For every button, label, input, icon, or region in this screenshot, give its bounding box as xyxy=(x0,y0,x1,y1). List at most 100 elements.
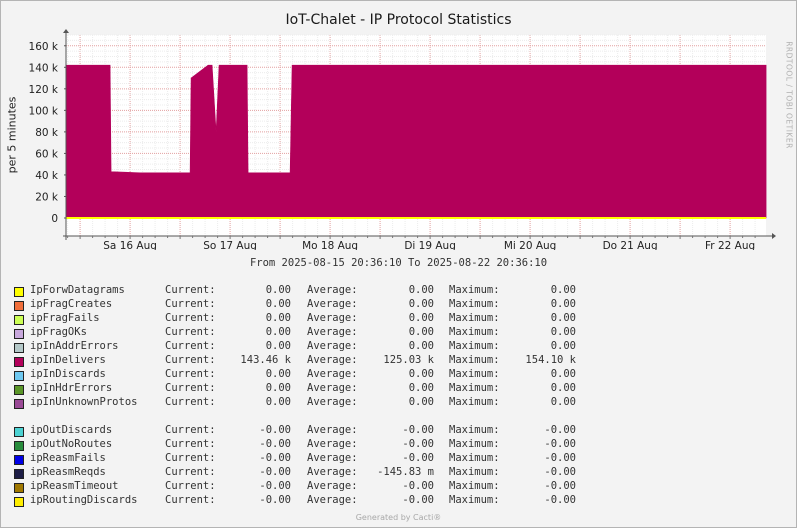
legend-maximum-value: 154.10 k xyxy=(525,354,576,366)
legend-swatch xyxy=(14,441,24,451)
legend-maximum-value: -0.00 xyxy=(544,424,576,436)
legend-maximum-value: -0.00 xyxy=(544,452,576,464)
legend-swatch xyxy=(14,427,24,437)
legend-swatch xyxy=(14,469,24,479)
legend-current-value: -0.00 xyxy=(259,494,291,506)
legend-current-label: Current: xyxy=(165,466,216,478)
legend-average-label: Average: xyxy=(307,438,358,450)
legend-current-label: Current: xyxy=(165,382,216,394)
legend-current-value: -0.00 xyxy=(259,438,291,450)
legend-maximum-label: Maximum: xyxy=(449,480,500,492)
y-tick-label: 20 k xyxy=(35,191,59,203)
legend-average-label: Average: xyxy=(307,340,358,352)
legend-current-value: 0.00 xyxy=(265,312,291,324)
legend-maximum-label: Maximum: xyxy=(449,312,500,324)
legend-swatch xyxy=(14,315,24,325)
legend-maximum-value: 0.00 xyxy=(550,312,576,324)
legend-average-value: -0.00 xyxy=(402,438,434,450)
legend-name: ipInHdrErrors xyxy=(30,382,113,394)
legend-maximum-value: 0.00 xyxy=(550,368,576,380)
legend-swatch xyxy=(14,329,24,339)
legend-current-value: -0.00 xyxy=(259,452,291,464)
legend-average-value: -0.00 xyxy=(402,424,434,436)
footer-credit: Generated by Cacti® xyxy=(355,513,442,522)
legend-current-label: Current: xyxy=(165,480,216,492)
legend-maximum-value: 0.00 xyxy=(550,396,576,408)
legend-current-label: Current: xyxy=(165,284,216,296)
legend-maximum-value: 0.00 xyxy=(550,298,576,310)
y-tick-label: 160 k xyxy=(29,41,59,53)
legend-average-label: Average: xyxy=(307,494,358,506)
x-tick-label: Mi 20 Aug xyxy=(504,240,557,250)
legend-average-label: Average: xyxy=(307,354,358,366)
legend-name: ipInDiscards xyxy=(30,368,106,380)
y-tick-label: 0 xyxy=(51,213,58,225)
y-tick-label: 60 k xyxy=(35,148,59,160)
legend-average-value: -0.00 xyxy=(402,452,434,464)
legend-swatch xyxy=(14,371,24,381)
legend-average-value: 0.00 xyxy=(408,368,434,380)
x-tick-label: Do 21 Aug xyxy=(603,240,658,250)
legend-name: ipFragCreates xyxy=(30,298,113,310)
legend-name: ipReasmReqds xyxy=(30,466,106,478)
legend-average-label: Average: xyxy=(307,298,358,310)
legend-average-label: Average: xyxy=(307,452,358,464)
legend-swatch xyxy=(14,483,24,493)
x-tick-label: Di 19 Aug xyxy=(404,240,456,250)
legend-current-label: Current: xyxy=(165,424,216,436)
legend-current-label: Current: xyxy=(165,438,216,450)
legend-name: ipInAddrErrors xyxy=(30,340,119,352)
legend-average-label: Average: xyxy=(307,284,358,296)
legend-average-label: Average: xyxy=(307,312,358,324)
y-tick-label: 40 k xyxy=(35,170,59,182)
legend-current-label: Current: xyxy=(165,340,216,352)
legend-average-value: 0.00 xyxy=(408,284,434,296)
x-axis-arrow xyxy=(772,233,776,239)
legend-maximum-label: Maximum: xyxy=(449,494,500,506)
legend-maximum-label: Maximum: xyxy=(449,396,500,408)
legend-maximum-label: Maximum: xyxy=(449,424,500,436)
legend-name: ipOutNoRoutes xyxy=(30,438,113,450)
legend-current-value: 0.00 xyxy=(265,326,291,338)
legend-maximum-label: Maximum: xyxy=(449,354,500,366)
legend-name: ipReasmFails xyxy=(30,452,106,464)
legend-maximum-value: 0.00 xyxy=(550,284,576,296)
legend-maximum-value: 0.00 xyxy=(550,340,576,352)
legend-average-value: 0.00 xyxy=(408,340,434,352)
legend-name: ipOutDiscards xyxy=(30,424,113,436)
legend-swatch xyxy=(14,301,24,311)
legend-swatch xyxy=(14,287,24,297)
legend-swatch xyxy=(14,385,24,395)
legend-current-value: 0.00 xyxy=(265,382,291,394)
legend-name: IpForwDatagrams xyxy=(30,284,125,296)
legend-average-value: 0.00 xyxy=(408,382,434,394)
legend-maximum-label: Maximum: xyxy=(449,452,500,464)
legend-maximum-label: Maximum: xyxy=(449,284,500,296)
legend-average-value: 0.00 xyxy=(408,312,434,324)
legend-average-label: Average: xyxy=(307,396,358,408)
legend-current-value: 0.00 xyxy=(265,368,291,380)
legend-current-label: Current: xyxy=(165,354,216,366)
x-tick-label: Fr 22 Aug xyxy=(705,240,755,250)
legend-average-label: Average: xyxy=(307,480,358,492)
legend-swatch xyxy=(14,455,24,465)
legend-maximum-label: Maximum: xyxy=(449,326,500,338)
legend-current-label: Current: xyxy=(165,368,216,380)
x-tick-label: Sa 16 Aug xyxy=(103,240,157,250)
x-tick-label: Mo 18 Aug xyxy=(302,240,358,250)
legend-current-value: 0.00 xyxy=(265,298,291,310)
legend-current-label: Current: xyxy=(165,298,216,310)
legend-current-value: -0.00 xyxy=(259,480,291,492)
legend-maximum-value: -0.00 xyxy=(544,494,576,506)
legend-average-value: -0.00 xyxy=(402,494,434,506)
legend-swatch xyxy=(14,399,24,409)
legend-current-label: Current: xyxy=(165,396,216,408)
legend-current-value: 0.00 xyxy=(265,396,291,408)
legend-swatch xyxy=(14,357,24,367)
legend-average-label: Average: xyxy=(307,326,358,338)
legend-swatch xyxy=(14,343,24,353)
legend-current-value: -0.00 xyxy=(259,466,291,478)
legend-current-value: 143.46 k xyxy=(240,354,291,366)
legend-average-value: 0.00 xyxy=(408,326,434,338)
legend-name: ipInUnknownProtos xyxy=(30,396,138,408)
